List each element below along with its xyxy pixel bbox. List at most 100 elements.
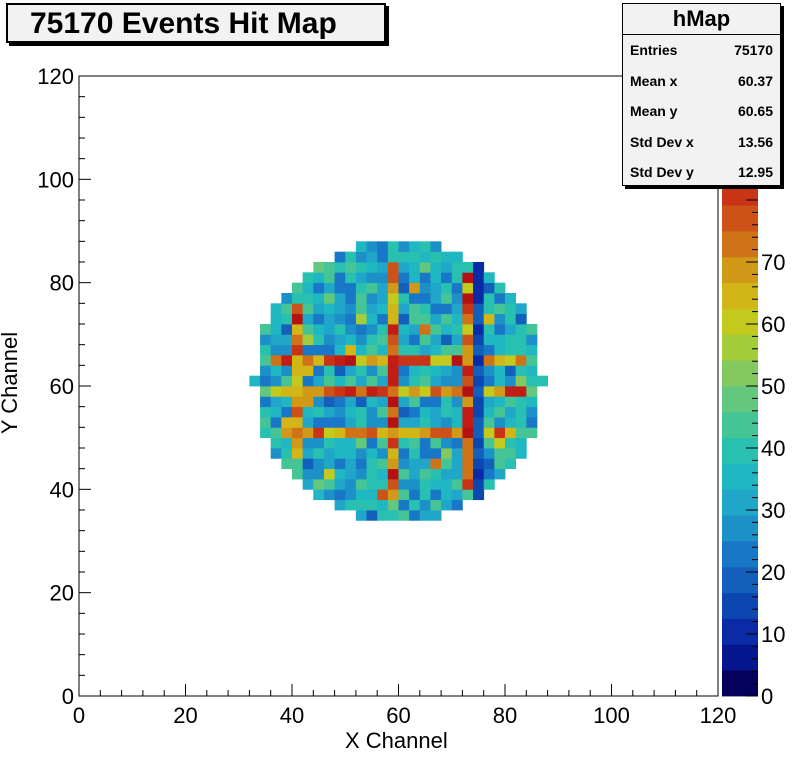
heatmap-cell xyxy=(451,293,463,304)
heatmap-cell xyxy=(409,365,421,377)
heatmap-cell xyxy=(270,303,282,315)
heatmap-cell xyxy=(313,375,325,387)
heatmap-cell xyxy=(323,448,335,459)
heatmap-cell xyxy=(451,479,463,490)
heatmap-cell xyxy=(409,427,421,439)
heatmap-cell xyxy=(323,262,335,273)
heatmap-cell xyxy=(377,386,389,397)
heatmap-cell xyxy=(409,479,421,490)
heatmap-cell xyxy=(473,468,485,480)
heatmap-cell xyxy=(483,468,495,480)
heatmap-cell xyxy=(441,489,453,501)
heatmap-cell xyxy=(430,313,442,325)
heatmap-cell xyxy=(270,386,282,397)
heatmap-cell xyxy=(270,313,282,325)
heatmap-cell xyxy=(494,437,506,449)
heatmap-cell xyxy=(430,468,442,480)
heatmap-cell xyxy=(462,355,474,366)
heatmap-cell xyxy=(260,417,272,428)
heatmap-cell xyxy=(345,365,357,377)
heatmap-cell xyxy=(313,489,325,501)
heatmap-cell xyxy=(355,406,367,418)
heatmap-cell xyxy=(345,468,357,480)
stats-row-mean-y: Mean y 60.65 xyxy=(623,96,780,127)
heatmap-cell xyxy=(355,427,367,439)
heatmap-cell xyxy=(515,375,527,387)
heatmap-cell xyxy=(473,448,485,459)
heatmap-cell xyxy=(462,365,474,377)
heatmap-cell xyxy=(355,344,367,356)
heatmap-cell xyxy=(483,448,495,459)
heatmap-cell xyxy=(441,386,453,397)
heatmap-cell xyxy=(462,406,474,418)
heatmap-cell xyxy=(515,448,527,459)
heatmap-cell xyxy=(270,375,282,387)
heatmap-cell xyxy=(292,355,304,366)
heatmap-cell xyxy=(409,355,421,366)
heatmap-cell xyxy=(430,386,442,397)
heatmap-cell xyxy=(515,417,527,428)
heatmap-cell xyxy=(281,334,293,346)
heatmap-cell xyxy=(515,386,527,397)
heatmap-cell xyxy=(292,406,304,418)
heatmap-cell xyxy=(505,448,517,459)
stats-box: hMap Entries 75170 Mean x 60.37 Mean y 6… xyxy=(622,3,781,186)
heatmap-cell xyxy=(387,272,399,284)
heatmap-cell xyxy=(430,355,442,366)
heatmap-cell xyxy=(483,417,495,428)
heatmap-cell xyxy=(334,499,346,511)
heatmap-cell xyxy=(292,282,304,294)
heatmap-cell xyxy=(366,510,378,521)
heatmap-cells xyxy=(249,241,548,521)
heatmap-cell xyxy=(483,365,495,377)
heatmap-cell xyxy=(345,479,357,490)
heatmap-cell xyxy=(270,448,282,459)
heatmap-cell xyxy=(398,437,410,449)
heatmap-cell xyxy=(441,458,453,470)
heatmap-cell xyxy=(473,293,485,304)
heatmap-cell xyxy=(366,262,378,273)
heatmap-cell xyxy=(409,499,421,511)
heatmap-cell xyxy=(398,448,410,459)
heatmap-cell xyxy=(462,272,474,284)
heatmap-cell xyxy=(505,406,517,418)
heatmap-cell xyxy=(483,334,495,346)
heatmap-cell xyxy=(313,334,325,346)
heatmap-cell xyxy=(398,324,410,335)
heatmap-cell xyxy=(355,293,367,304)
heatmap-cell xyxy=(366,251,378,263)
heatmap-cell xyxy=(483,272,495,284)
heatmap-cell xyxy=(451,427,463,439)
heatmap-cell xyxy=(302,375,314,387)
heatmap-cell xyxy=(473,375,485,387)
heatmap-cell xyxy=(302,324,314,335)
palette-band xyxy=(722,386,758,413)
heatmap-cell xyxy=(355,241,367,253)
heatmap-cell xyxy=(505,437,517,449)
heatmap-cell xyxy=(398,489,410,501)
heatmap-cell xyxy=(387,262,399,273)
heatmap-cell xyxy=(462,448,474,459)
heatmap-cell xyxy=(377,375,389,387)
heatmap-cell xyxy=(409,251,421,263)
heatmap-cell xyxy=(430,334,442,346)
heatmap-cell xyxy=(483,375,495,387)
heatmap-cell xyxy=(451,396,463,408)
heatmap-cell xyxy=(323,365,335,377)
heatmap-cell xyxy=(473,303,485,315)
heatmap-cell xyxy=(355,468,367,480)
heatmap-cell xyxy=(462,468,474,480)
heatmap-cell xyxy=(409,313,421,325)
heatmap-cell xyxy=(366,437,378,449)
heatmap-cell xyxy=(377,406,389,418)
heatmap-cell xyxy=(473,282,485,294)
heatmap-cell xyxy=(260,396,272,408)
heatmap-cell xyxy=(409,303,421,315)
heatmap-cell xyxy=(355,437,367,449)
heatmap-cell xyxy=(526,365,538,377)
heatmap-cell xyxy=(387,427,399,439)
heatmap-cell xyxy=(473,437,485,449)
heatmap-cell xyxy=(483,282,495,294)
heatmap-cell xyxy=(515,396,527,408)
